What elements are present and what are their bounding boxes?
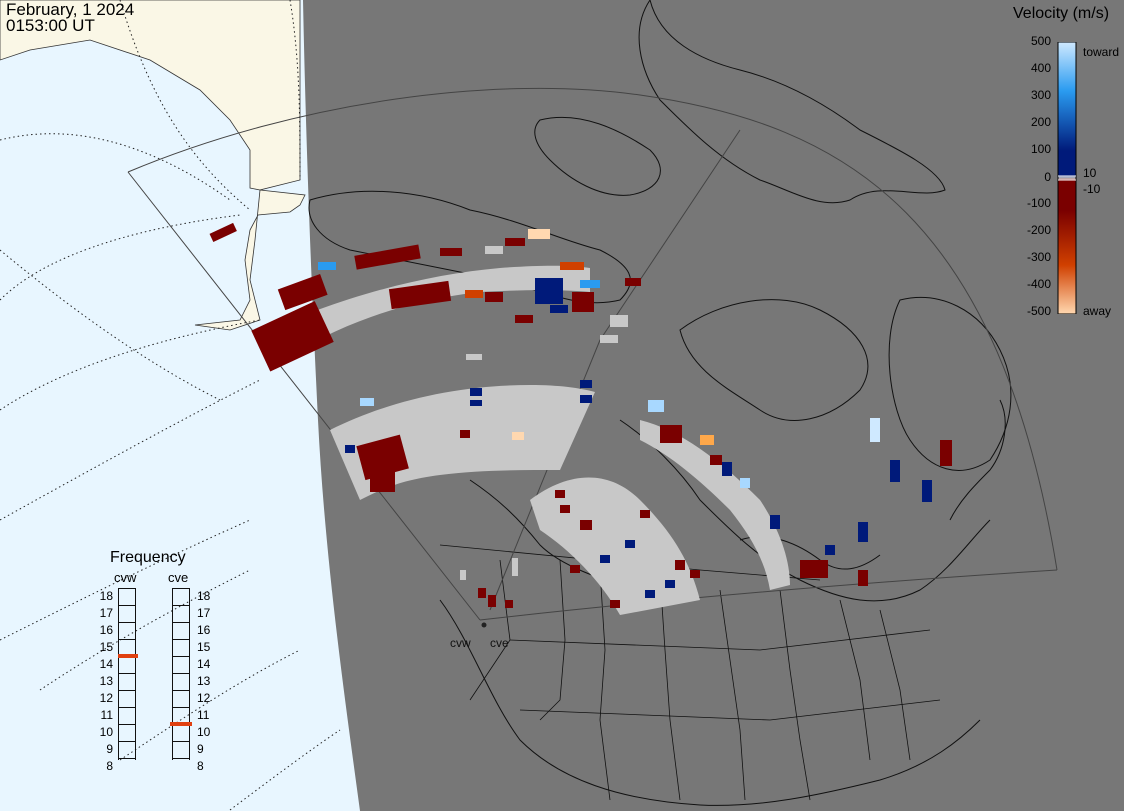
- freq-cell: [172, 690, 190, 708]
- freq-tick-left: 16: [99, 623, 113, 637]
- freq-cell: [172, 673, 190, 691]
- vel-tick-minus10: -10: [1083, 182, 1101, 196]
- freq-tick-left: 13: [99, 674, 113, 688]
- vel-tick-10: 10: [1083, 166, 1097, 180]
- freq-tick-left: 12: [99, 691, 113, 705]
- freq-cell: [118, 741, 136, 759]
- freq-indicator-cve: [170, 722, 192, 726]
- site-label-cve: cve: [490, 636, 509, 650]
- freq-cell: [172, 707, 190, 725]
- freq-tick-right: 18: [197, 589, 211, 603]
- echo-arc-north: [209, 222, 641, 372]
- freq-tick-left: 14: [99, 657, 113, 671]
- echo-arc-south: [530, 477, 700, 615]
- echo-near-sites: [460, 558, 518, 628]
- freq-tick-right: 10: [197, 725, 211, 739]
- freq-cell: [118, 588, 136, 606]
- freq-tick-right: 14: [197, 657, 211, 671]
- vel-tick-minus100: -100: [1026, 196, 1051, 210]
- freq-tick-right: 16: [197, 623, 211, 637]
- freq-cell: [172, 724, 190, 742]
- freq-tick-right: 9: [197, 742, 204, 756]
- dark-region: [303, 0, 1124, 811]
- site-label-cvw: cvw: [450, 636, 471, 650]
- vel-tick-300: 300: [1030, 88, 1051, 102]
- freq-cell: [172, 656, 190, 674]
- freq-tick-left: 8: [106, 759, 113, 773]
- freq-cell: [172, 639, 190, 657]
- freq-cell: [118, 690, 136, 708]
- freq-cell: [118, 758, 136, 760]
- freq-radar-name-cve: cve: [168, 570, 189, 585]
- velocity-color-bar: [1057, 42, 1077, 314]
- vel-tick-minus400: -400: [1026, 277, 1051, 291]
- vel-tick-minus200: -200: [1026, 223, 1051, 237]
- date-label: February, 1 2024: [6, 0, 135, 19]
- freq-tick-left: 11: [100, 708, 113, 722]
- vel-tick-400: 400: [1030, 61, 1051, 75]
- freq-cell: [118, 673, 136, 691]
- freq-cell: [172, 605, 190, 623]
- freq-tick-left: 18: [99, 589, 113, 603]
- freq-tick-left: 17: [99, 606, 113, 620]
- freq-indicator-cvw: [118, 654, 138, 658]
- freq-cell: [172, 758, 190, 760]
- velocity-legend-title: Velocity (m/s): [1013, 5, 1110, 22]
- vel-tick-200: 200: [1030, 115, 1051, 129]
- latlon-grid: [0, 0, 341, 811]
- vel-tick-minus500: -500: [1026, 304, 1051, 318]
- freq-tick-right: 17: [197, 606, 211, 620]
- freq-cell: [172, 588, 190, 606]
- freq-cell: [118, 639, 136, 657]
- freq-tick-right: 15: [197, 640, 211, 654]
- freq-tick-right: 8: [197, 759, 204, 773]
- freq-tick-right: 13: [197, 674, 211, 688]
- vel-tick-500: 500: [1030, 34, 1051, 48]
- freq-cell: [118, 724, 136, 742]
- freq-radar-name-cvw: cvw: [114, 570, 137, 585]
- toward-label: toward: [1083, 45, 1120, 59]
- vel-tick-0: 0: [1044, 170, 1051, 184]
- freq-tick-left: 9: [106, 742, 113, 756]
- vel-tick-minus300: -300: [1026, 250, 1051, 264]
- freq-cell: [172, 741, 190, 759]
- freq-cell: [118, 707, 136, 725]
- freq-cell: [118, 656, 136, 674]
- alaska-landmass: [0, 0, 306, 331]
- freq-tick-right: 12: [197, 691, 211, 705]
- freq-tick-left: 10: [99, 725, 113, 739]
- frequency-title: Frequency: [110, 549, 186, 566]
- echo-arc-middle: [330, 380, 595, 500]
- freq-cell: [118, 605, 136, 623]
- echo-streak-east: [640, 400, 952, 590]
- away-label: away: [1083, 304, 1112, 318]
- freq-cell: [118, 622, 136, 640]
- freq-cell: [172, 622, 190, 640]
- fov-outline: [127, 87, 1058, 621]
- freq-tick-left: 15: [99, 640, 113, 654]
- freq-tick-right: 11: [197, 708, 210, 722]
- time-label: 0153:00 UT: [6, 16, 95, 35]
- vel-tick-100: 100: [1030, 142, 1051, 156]
- frequency-scales: [118, 588, 192, 760]
